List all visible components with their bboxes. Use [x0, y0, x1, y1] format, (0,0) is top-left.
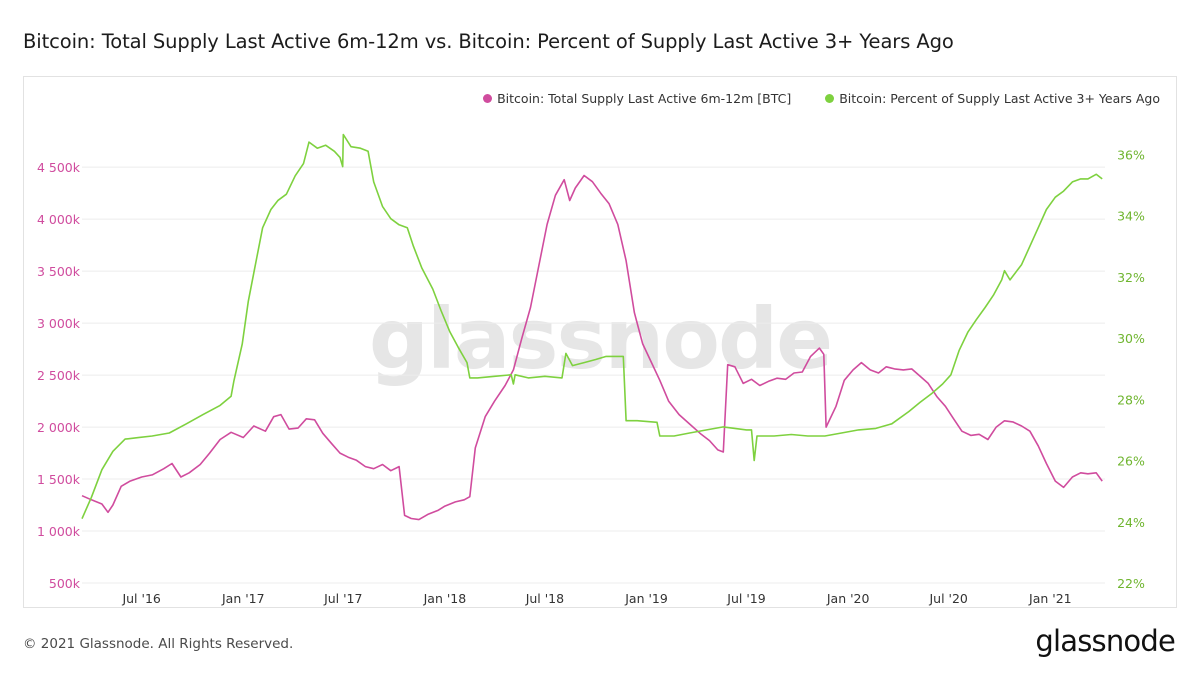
x-tick-label: Jul '19	[726, 591, 765, 606]
right-tick-label: 32%	[1117, 270, 1145, 285]
left-tick-label: 3 000k	[37, 316, 81, 331]
legend-label-supply-6m-12m: Bitcoin: Total Supply Last Active 6m-12m…	[497, 91, 792, 106]
right-tick-label: 24%	[1117, 515, 1145, 530]
right-tick-label: 28%	[1117, 392, 1145, 407]
right-tick-label: 34%	[1117, 209, 1145, 224]
chart-frame	[23, 76, 1177, 608]
left-tick-label: 4 500k	[37, 160, 81, 175]
copyright: © 2021 Glassnode. All Rights Reserved.	[23, 636, 294, 652]
page-title: Bitcoin: Total Supply Last Active 6m-12m…	[23, 30, 954, 53]
legend-dot-pink	[483, 94, 493, 103]
left-tick-label: 4 000k	[37, 212, 81, 227]
glassnode-logo[interactable]: glassnode	[1035, 624, 1175, 658]
left-tick-label: 1 000k	[37, 524, 81, 539]
legend-dot-green	[825, 94, 835, 103]
right-tick-label: 26%	[1117, 454, 1145, 469]
x-tick-label: Jan '20	[826, 591, 870, 606]
left-tick-label: 1 500k	[37, 472, 81, 487]
left-tick-label: 3 500k	[37, 264, 81, 279]
x-tick-label: Jan '21	[1028, 591, 1072, 606]
watermark: glassnode	[369, 290, 831, 388]
x-tick-label: Jul '17	[323, 591, 362, 606]
grid-lines	[82, 166, 1105, 584]
series-line-percent-3y	[81, 133, 1103, 520]
right-tick-label: 22%	[1117, 576, 1145, 591]
right-axis: 22% 24% 26% 28% 30% 32% 34% 36%	[1117, 147, 1145, 591]
x-tick-label: Jul '20	[928, 591, 967, 606]
right-tick-label: 36%	[1117, 147, 1145, 162]
x-tick-label: Jul '18	[525, 591, 564, 606]
legend-item-percent-3y[interactable]: Bitcoin: Percent of Supply Last Active 3…	[825, 91, 1160, 106]
x-tick-label: Jan '19	[624, 591, 668, 606]
right-tick-label: 30%	[1117, 331, 1145, 346]
left-tick-label: 2 500k	[37, 368, 81, 383]
x-tick-label: Jan '18	[423, 591, 467, 606]
x-tick-label: Jul '16	[121, 591, 160, 606]
left-tick-label: 2 000k	[37, 420, 81, 435]
legend-item-supply-6m-12m[interactable]: Bitcoin: Total Supply Last Active 6m-12m…	[483, 91, 791, 106]
legend: Bitcoin: Total Supply Last Active 6m-12m…	[483, 91, 1160, 106]
series-line-supply-6m-12m	[81, 174, 1103, 521]
series-lines	[81, 133, 1103, 521]
x-tick-label: Jan '17	[221, 591, 265, 606]
left-axis: 500k 1 000k 1 500k 2 000k 2 500k 3 000k 3 500k…	[37, 160, 81, 591]
left-tick-label: 500k	[49, 576, 81, 591]
legend-label-percent-3y: Bitcoin: Percent of Supply Last Active 3…	[839, 91, 1160, 106]
x-axis: Jul '16 Jan '17 Jul '17 Jan '18 Jul '18 Jan '…	[121, 591, 1071, 606]
